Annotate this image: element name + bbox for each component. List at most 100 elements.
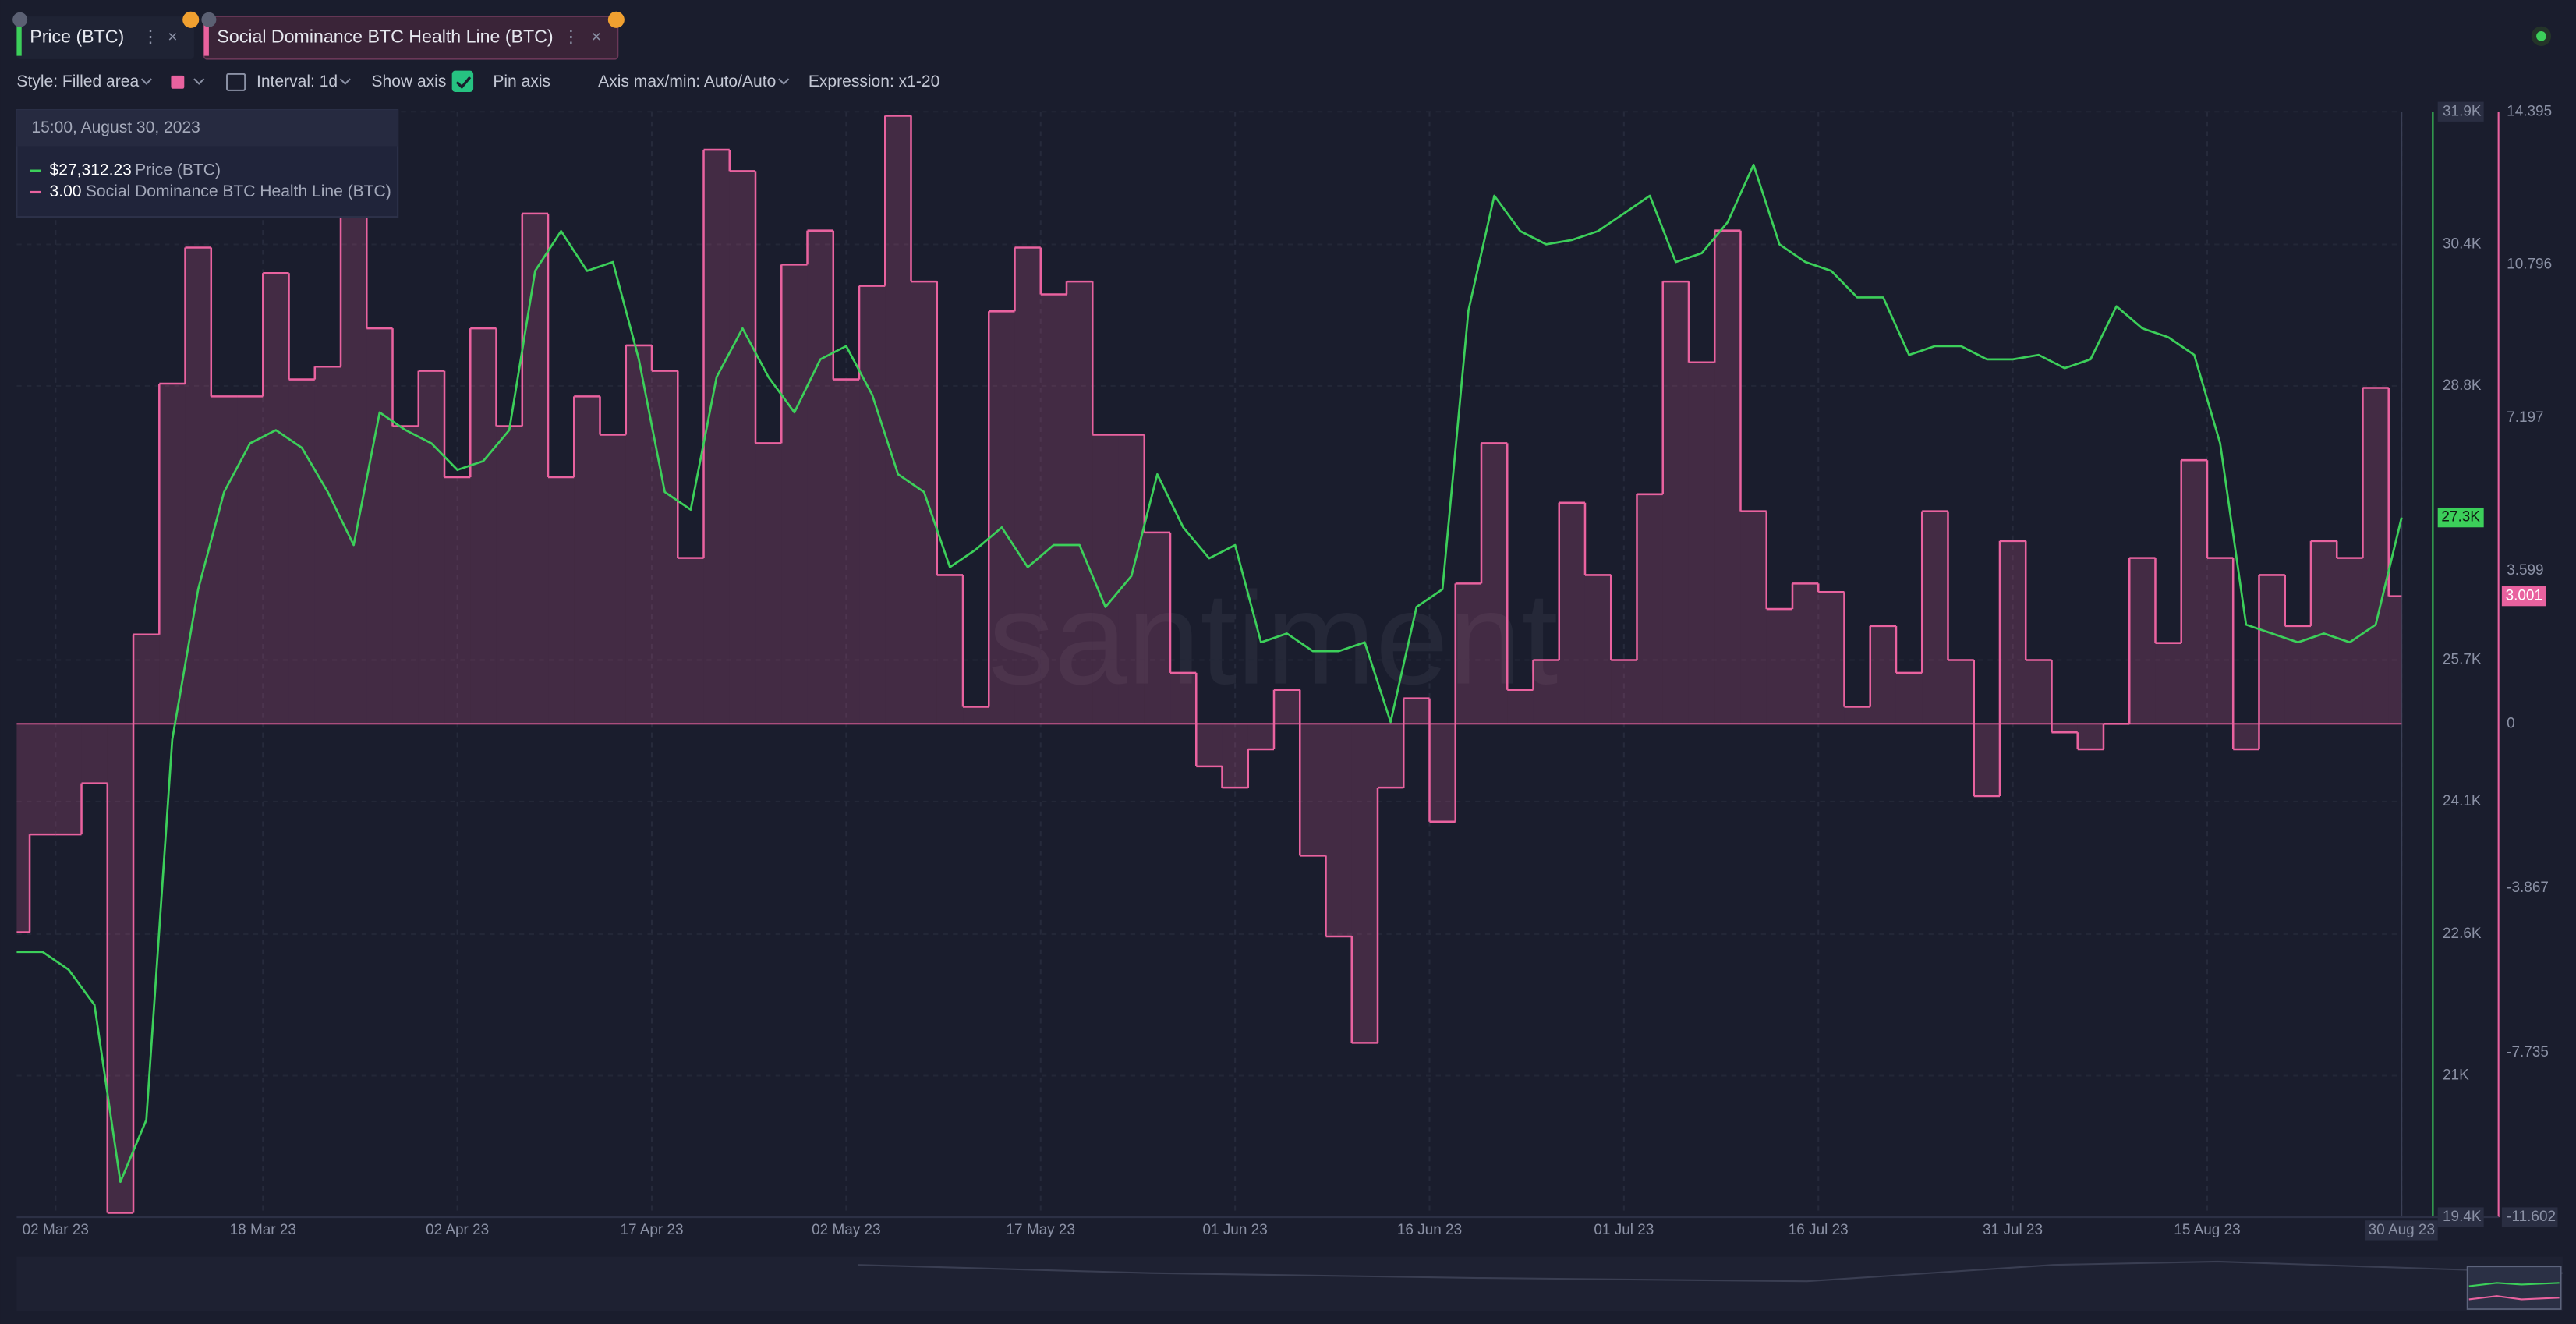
area-segment: [781, 264, 808, 724]
area-segment: [470, 328, 497, 724]
tick-label-bg: [2437, 101, 2484, 122]
area-segment: [1170, 672, 1197, 724]
area-segment: [2051, 724, 2078, 733]
y2-tick-label: 10.796: [2507, 257, 2552, 273]
y2-tick-label: -11.602: [2507, 1209, 2556, 1225]
area-segment: [1325, 724, 1352, 937]
y2-tick-label: 14.395: [2507, 103, 2552, 119]
x-tick-label: 31 Jul 23: [1983, 1222, 2043, 1238]
navigator-line: [2468, 1282, 2560, 1287]
tooltip-series-name: Price (BTC): [135, 161, 221, 179]
color-swatch[interactable]: [171, 75, 185, 89]
area-segment: [81, 724, 108, 784]
area-segment: [185, 247, 211, 724]
price-badge-label: 27.3K: [2441, 509, 2480, 526]
area-segment: [2310, 540, 2337, 724]
y2-tick-label: 0: [2507, 715, 2515, 731]
area-segment: [263, 273, 289, 724]
area-segment: [341, 188, 367, 724]
tab-menu[interactable]: ⋮: [562, 27, 580, 47]
x-tick-label: 16 Jul 23: [1789, 1222, 1849, 1238]
area-segment: [159, 384, 186, 724]
area-segment: [2129, 558, 2156, 724]
x-tick-label: 01 Jul 23: [1594, 1222, 1654, 1238]
area-segment: [2077, 724, 2104, 750]
area-segment: [55, 724, 82, 835]
area-segment: [1481, 443, 1508, 724]
style-select[interactable]: Style: Filled area: [16, 73, 139, 90]
tab-close[interactable]: ×: [592, 28, 601, 46]
lock-icon: [12, 12, 28, 27]
area-segment: [2337, 558, 2363, 724]
tooltip-value: $27,312.23: [50, 161, 132, 179]
plot: 19.4K 21K 22.6K 24.1K 25.7K 28.8K 30.4K 31.9K -1…: [16, 101, 2558, 1241]
x-tick-label: 15 Aug 23: [2174, 1222, 2240, 1238]
area-segment: [1403, 698, 1430, 724]
expression-label[interactable]: Expression: x1-20: [809, 73, 939, 90]
tooltip-header: [16, 110, 398, 147]
x-tick-label: 18 Mar 23: [230, 1222, 296, 1238]
navigator-line: [2468, 1295, 2560, 1301]
pin-axis-label[interactable]: Pin axis: [493, 73, 550, 90]
area-segment: [1714, 230, 1741, 724]
area-segment: [496, 426, 522, 724]
area-segment: [2233, 724, 2259, 750]
tab-label[interactable]: Price (BTC): [30, 27, 124, 47]
lock-icon: [201, 12, 217, 27]
area-segment: [1040, 294, 1067, 724]
price-line: [16, 163, 2403, 1184]
area-segment: [418, 370, 445, 724]
checkbox[interactable]: [451, 70, 474, 92]
tab-label[interactable]: Social Dominance BTC Health Line (BTC): [217, 27, 553, 47]
x-tick-label: 02 Apr 23: [426, 1222, 489, 1238]
chevron: [140, 78, 152, 85]
area-segment: [1351, 724, 1378, 1043]
tab[interactable]: [16, 16, 194, 59]
area-segment: [2284, 625, 2311, 724]
area-segment: [366, 328, 393, 724]
navigator[interactable]: [16, 1256, 2563, 1312]
area-segment: [1247, 724, 1275, 750]
y-tick-label: 24.1K: [2443, 793, 2482, 809]
check: [455, 76, 472, 90]
navigator-window[interactable]: [2466, 1266, 2562, 1310]
area-segment: [755, 443, 782, 724]
x-tick-label: 16 Jun 23: [1397, 1222, 1462, 1238]
area-segment: [444, 477, 471, 724]
tick-label-bg: [2365, 1220, 2438, 1241]
tooltip-series-name: Social Dominance BTC Health Line (BTC): [86, 182, 391, 200]
price-badge: [2437, 507, 2484, 528]
area-segment: [1844, 706, 1870, 724]
tab-accent: [203, 19, 209, 56]
area-segment: [1792, 583, 1819, 724]
area-segment: [936, 575, 964, 724]
area-segment: [1740, 511, 1767, 724]
area-segment: [1300, 724, 1326, 856]
interval-select[interactable]: Interval: 1d: [257, 73, 338, 90]
area-segment: [1559, 502, 1585, 724]
x-tick-label: 17 Apr 23: [620, 1222, 683, 1238]
area-segment: [885, 115, 911, 724]
area-segment: [107, 724, 134, 1213]
area-segment: [1533, 660, 1559, 724]
tab[interactable]: [203, 16, 619, 60]
area-segment: [1999, 540, 2026, 724]
area-segment: [1611, 660, 1637, 724]
x-tick-label: 02 Mar 23: [23, 1222, 89, 1238]
area-segment: [1092, 434, 1119, 724]
x-tick-label: 17 May 23: [1007, 1222, 1076, 1238]
x-tick-label: 30 Aug 23: [2369, 1222, 2435, 1238]
area-segment: [1922, 511, 1948, 724]
show-axis-label[interactable]: Show axis: [371, 73, 446, 90]
chevron: [193, 78, 205, 85]
tab-close[interactable]: ×: [168, 28, 177, 46]
area-segment: [1870, 625, 1896, 724]
area-segment: [1948, 660, 1974, 724]
axis-maxmin-select[interactable]: Axis max/min: Auto/Auto: [598, 73, 776, 90]
tooltip-value: 3.00: [50, 182, 82, 200]
area-segment: [1455, 583, 1481, 724]
health-badge-label: 3.001: [2506, 588, 2542, 604]
area-segment: [1688, 362, 1715, 724]
tab-menu[interactable]: ⋮: [142, 27, 160, 47]
